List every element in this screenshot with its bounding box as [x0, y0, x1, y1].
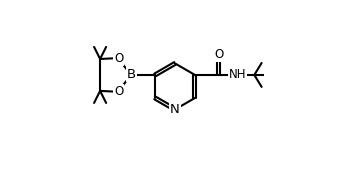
Text: O: O: [114, 85, 123, 98]
Text: O: O: [214, 48, 224, 61]
Text: NH: NH: [229, 68, 246, 81]
Text: B: B: [127, 68, 136, 81]
Text: O: O: [114, 52, 123, 65]
Text: N: N: [170, 103, 180, 116]
